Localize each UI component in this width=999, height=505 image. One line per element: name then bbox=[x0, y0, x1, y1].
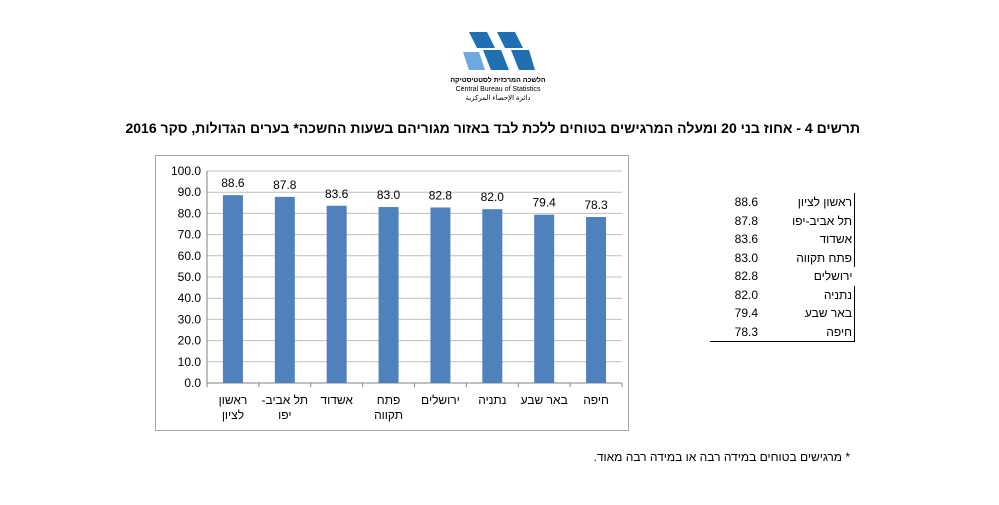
table-value: 88.6 bbox=[734, 195, 758, 209]
table-row: 82.8 ירושלים bbox=[710, 267, 855, 286]
bar bbox=[586, 217, 607, 383]
x-tick-label: נתניה bbox=[478, 393, 506, 407]
y-tick-label: 40.0 bbox=[178, 291, 202, 305]
data-label: 82.8 bbox=[429, 188, 453, 202]
y-tick-label: 20.0 bbox=[178, 334, 202, 348]
org-name-arabic: دائرة الإحصاء المركزية bbox=[465, 95, 531, 102]
x-tick-label: חיפה bbox=[583, 393, 609, 407]
x-tick-label: לציון bbox=[222, 408, 244, 422]
org-name-hebrew: הלשכה המרכזית לסטטיסטיקה bbox=[450, 77, 546, 84]
data-table: 88.6 ראשון לציון 87.8 תל אביב-יפו 83.6 אשדוד 8… bbox=[710, 193, 855, 342]
chart-title: תרשים 4 - אחוז בני 20 ומעלה המרגישים בטו… bbox=[125, 120, 860, 136]
bar bbox=[378, 207, 399, 383]
table-row: 88.6 ראשון לציון bbox=[710, 193, 855, 212]
data-label: 83.6 bbox=[325, 187, 349, 201]
y-tick-label: 60.0 bbox=[178, 249, 202, 263]
data-label: 87.8 bbox=[273, 178, 297, 192]
x-tick-label: יפו bbox=[278, 408, 291, 422]
data-label: 83.0 bbox=[377, 188, 401, 202]
table-city: נתניה bbox=[760, 285, 855, 304]
x-tick-label: אשדוד bbox=[320, 393, 353, 407]
data-label: 82.0 bbox=[481, 190, 505, 204]
table-city: תל אביב-יפו bbox=[760, 211, 855, 230]
table-row: 82.0 נתניה bbox=[710, 285, 855, 304]
table-city: פתח תקווה bbox=[760, 248, 855, 267]
y-tick-label: 100.0 bbox=[171, 164, 201, 178]
x-tick-label: ירושלים bbox=[421, 393, 460, 407]
y-tick-label: 70.0 bbox=[178, 228, 202, 242]
table-row: 83.6 אשדוד bbox=[710, 230, 855, 249]
org-name-english: Central Bureau of Statistics bbox=[455, 86, 541, 93]
table-value: 82.0 bbox=[734, 287, 758, 302]
bar bbox=[326, 205, 347, 383]
table-value: 82.8 bbox=[734, 269, 758, 283]
bar bbox=[534, 214, 555, 383]
x-tick-label: תקווה bbox=[374, 408, 403, 422]
cbs-logo-icon bbox=[463, 32, 535, 70]
table-value: 83.6 bbox=[734, 232, 758, 246]
y-tick-label: 0.0 bbox=[184, 376, 201, 390]
chart-frame bbox=[155, 155, 629, 431]
x-tick-label: ראשון bbox=[219, 393, 248, 407]
y-tick-label: 50.0 bbox=[178, 270, 202, 284]
table-row: 87.8 תל אביב-יפו bbox=[710, 211, 855, 230]
x-tick-label: פתח bbox=[377, 393, 401, 407]
bar-chart: 0.0 10.0 20.0 30.0 40.0 50.0 60.0 70.0 80.0 90.0 1… bbox=[171, 164, 623, 422]
table-value: 87.8 bbox=[734, 213, 758, 228]
data-label: 79.4 bbox=[533, 196, 557, 210]
y-tick-label: 90.0 bbox=[178, 185, 202, 199]
table-city: ירושלים bbox=[813, 269, 853, 283]
bar bbox=[274, 196, 295, 383]
y-tick-label: 80.0 bbox=[178, 206, 202, 220]
bar bbox=[222, 195, 243, 383]
table-city: חיפה bbox=[760, 322, 855, 342]
table-row: 79.4 באר שבע bbox=[710, 304, 855, 323]
table-row: 78.3 חיפה bbox=[710, 322, 855, 342]
footnote: * מרגישים בטוחים במידה רבה או במידה רבה … bbox=[593, 450, 851, 464]
bar bbox=[482, 209, 503, 383]
cbs-logo: הלשכה המרכזית לסטטיסטיקה Central Bureau … bbox=[448, 28, 548, 118]
table-city: אשדוד bbox=[760, 230, 855, 249]
data-label: 78.3 bbox=[584, 198, 608, 212]
table-city: ראשון לציון bbox=[760, 193, 855, 212]
table-value: 78.3 bbox=[710, 322, 760, 342]
table-value: 83.0 bbox=[734, 250, 758, 265]
bar bbox=[430, 207, 451, 383]
y-tick-label: 10.0 bbox=[178, 355, 202, 369]
table-value: 79.4 bbox=[734, 306, 758, 320]
x-tick-label: באר שבע bbox=[521, 393, 568, 407]
x-tick-label: תל אביב- bbox=[262, 393, 309, 407]
data-label: 88.6 bbox=[221, 176, 245, 190]
table-row: 83.0 פתח תקווה bbox=[710, 248, 855, 267]
table-city: באר שבע bbox=[760, 304, 855, 323]
y-tick-label: 30.0 bbox=[178, 312, 202, 326]
